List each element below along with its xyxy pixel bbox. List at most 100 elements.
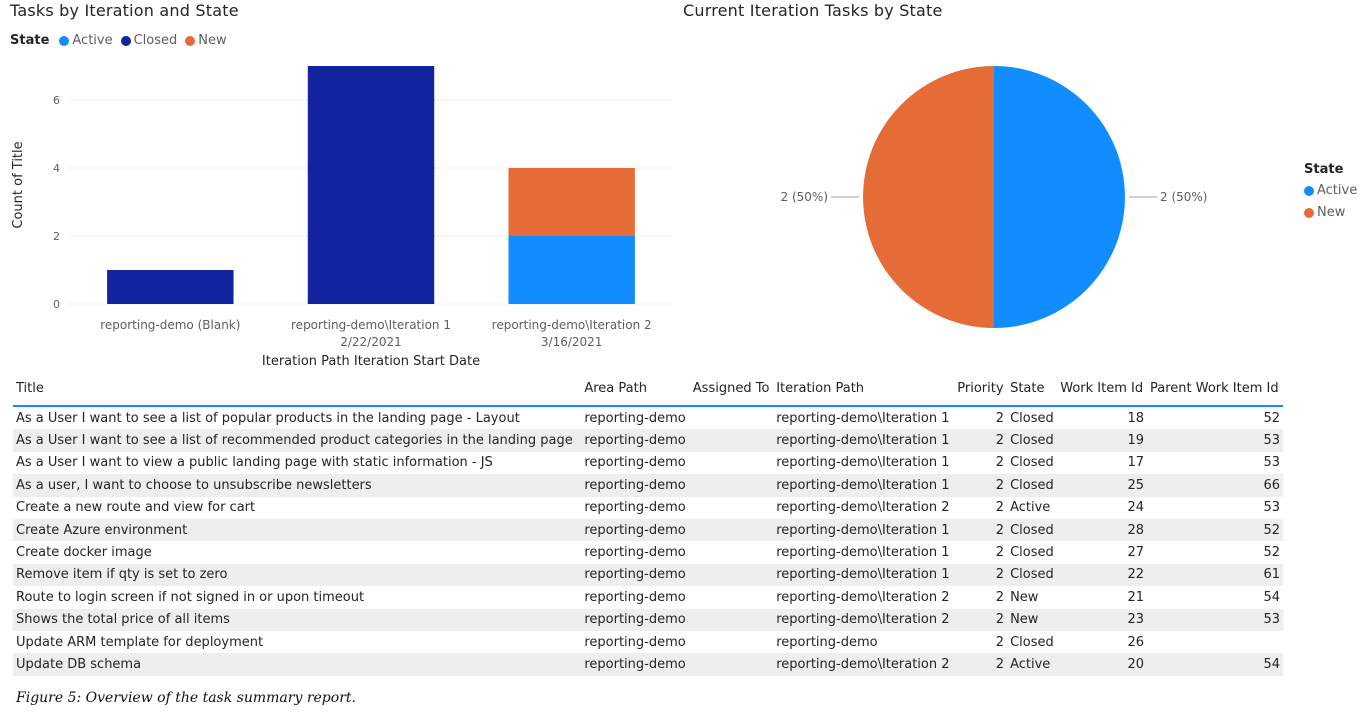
- table-cell: 2: [995, 455, 1005, 471]
- legend-label: State: [1304, 162, 1344, 177]
- table-row[interactable]: Update DB schema reporting-demo reporting-…: [13, 653, 1283, 676]
- bar-chart: 0 2 4 6 Count of Title reporting-demo (Blank)…: [11, 66, 672, 369]
- x-tick-label: 2/22/2021: [340, 335, 402, 349]
- table-cell: reporting-demo: [581, 518, 690, 542]
- pie-chart-title: Current Iteration Tasks by State: [683, 1, 943, 20]
- table-cell: New: [1010, 589, 1039, 605]
- y-tick-label: 0: [53, 298, 60, 311]
- table-cell: 54: [1146, 653, 1283, 676]
- table-cell: 19: [1057, 429, 1147, 452]
- table-cell: 25: [1057, 474, 1147, 497]
- table-row[interactable]: Route to login screen if not signed in o…: [13, 586, 1283, 608]
- bar-segment-active[interactable]: [508, 236, 635, 304]
- x-axis-label: Iteration Path Iteration Start Date: [262, 354, 480, 369]
- table-cell: reporting-demo\Iteration 1: [776, 455, 950, 471]
- x-tick-label: reporting-demo (Blank): [100, 318, 240, 332]
- table-cell: reporting-demo\Iteration 1: [773, 563, 955, 587]
- table-cell: [689, 563, 774, 587]
- table-cell: [690, 406, 773, 429]
- table-cell: 17: [1127, 455, 1144, 471]
- table-cell: [689, 474, 774, 497]
- bar-segment-new[interactable]: [508, 168, 635, 236]
- table-row[interactable]: Shows the total price of all items report…: [13, 608, 1283, 631]
- legend-text: Active: [72, 33, 113, 48]
- table-body: As a User I want to see a list of popula…: [13, 406, 1283, 676]
- table-row[interactable]: As a user, I want to choose to unsubscri…: [13, 474, 1283, 497]
- table-cell: Closed: [1010, 545, 1054, 561]
- table-cell: reporting-demo: [584, 500, 686, 516]
- legend-item-active[interactable]: Active: [1304, 183, 1357, 198]
- table-cell: 53: [1146, 608, 1283, 631]
- table-row[interactable]: Create a new route and view for cart repo…: [13, 497, 1283, 519]
- table-row[interactable]: Create docker image reporting-demo reporti…: [13, 541, 1283, 563]
- table-row[interactable]: As a User I want to see a list of recomm…: [13, 429, 1283, 452]
- table-cell: As a user, I want to choose to unsubscri…: [13, 474, 582, 497]
- table-row[interactable]: Update ARM template for deployment report…: [13, 631, 1283, 653]
- table-cell: 27: [1127, 545, 1144, 561]
- legend-item-active[interactable]: Active: [59, 33, 113, 48]
- legend-item-new[interactable]: New: [185, 33, 227, 48]
- table-cell: New: [1007, 608, 1058, 631]
- column-header[interactable]: Priority: [954, 378, 1008, 407]
- legend-label: State: [10, 33, 50, 48]
- table-cell: reporting-demo\Iteration 1: [773, 518, 955, 542]
- x-tick-label: reporting-demo\Iteration 2: [492, 318, 652, 332]
- table-cell: reporting-demo\Iteration 1: [776, 410, 950, 426]
- column-header[interactable]: Parent Work Item Id: [1146, 378, 1283, 407]
- y-axis-label: Count of Title: [11, 141, 26, 228]
- table-row[interactable]: Remove item if qty is set to zero reporti…: [13, 563, 1283, 587]
- table-row[interactable]: As a User I want to see a list of popula…: [13, 406, 1283, 429]
- bar-segment-closed[interactable]: [107, 270, 234, 304]
- table-cell: reporting-demo: [584, 589, 686, 605]
- table-cell: 66: [1146, 474, 1283, 497]
- table-cell: 24: [1127, 500, 1144, 516]
- table-cell: [689, 518, 774, 542]
- pie-slice-active[interactable]: [994, 66, 1125, 328]
- table-cell: Closed: [1010, 634, 1054, 650]
- bar-segment-closed[interactable]: [307, 66, 435, 304]
- column-header[interactable]: Work Item Id: [1057, 378, 1147, 407]
- table-cell: 52: [1263, 545, 1280, 561]
- table-cell: Active: [1010, 500, 1051, 516]
- x-tick-label: 3/16/2021: [541, 335, 603, 349]
- y-tick-label: 6: [53, 94, 60, 107]
- table-cell: Active: [1007, 653, 1058, 676]
- column-header[interactable]: Iteration Path: [773, 378, 955, 407]
- y-tick-label: 4: [53, 162, 60, 175]
- legend-item-new[interactable]: New: [1304, 205, 1357, 220]
- table-cell: Update DB schema: [13, 653, 582, 676]
- table-cell: As a User I want to see a list of popula…: [16, 410, 520, 426]
- table-row[interactable]: Create Azure environment reporting-demo re…: [13, 518, 1283, 542]
- table-cell: 54: [1263, 589, 1280, 605]
- column-header[interactable]: Assigned To: [689, 378, 774, 407]
- legend-text: New: [198, 33, 227, 48]
- table-cell: 2: [995, 410, 1005, 426]
- pie-data-label: 2 (50%): [781, 190, 828, 204]
- legend-dot-active: [1304, 185, 1314, 196]
- table-cell: reporting-demo: [584, 634, 686, 650]
- table-cell: 26: [1127, 634, 1144, 650]
- table-row[interactable]: As a User I want to view a public landin…: [13, 452, 1283, 474]
- table-cell: 2: [995, 634, 1005, 650]
- table-cell: 52: [1146, 518, 1283, 542]
- table-cell: reporting-demo\Iteration 1: [773, 429, 955, 452]
- table-cell: 2: [954, 563, 1008, 587]
- table-cell: Remove item if qty is set to zero: [13, 563, 582, 587]
- table-cell: Closed: [1007, 518, 1058, 542]
- column-header[interactable]: Area Path: [581, 378, 690, 407]
- table-cell: reporting-demo: [584, 410, 686, 426]
- legend-dot-active: [59, 35, 70, 46]
- table-cell: reporting-demo: [584, 545, 686, 561]
- bar-chart-title: Tasks by Iteration and State: [10, 1, 239, 20]
- legend-text: New: [1317, 205, 1346, 220]
- table-cell: reporting-demo: [581, 474, 690, 497]
- table-cell: [690, 497, 773, 519]
- column-header[interactable]: Title: [13, 378, 582, 407]
- table-cell: 28: [1057, 518, 1147, 542]
- pie-slice-new[interactable]: [863, 66, 994, 328]
- legend-item-closed[interactable]: Closed: [120, 33, 177, 48]
- table-cell: Closed: [1007, 474, 1058, 497]
- table-cell: [689, 429, 774, 452]
- table-cell: Closed: [1010, 455, 1054, 471]
- column-header[interactable]: State: [1007, 378, 1058, 407]
